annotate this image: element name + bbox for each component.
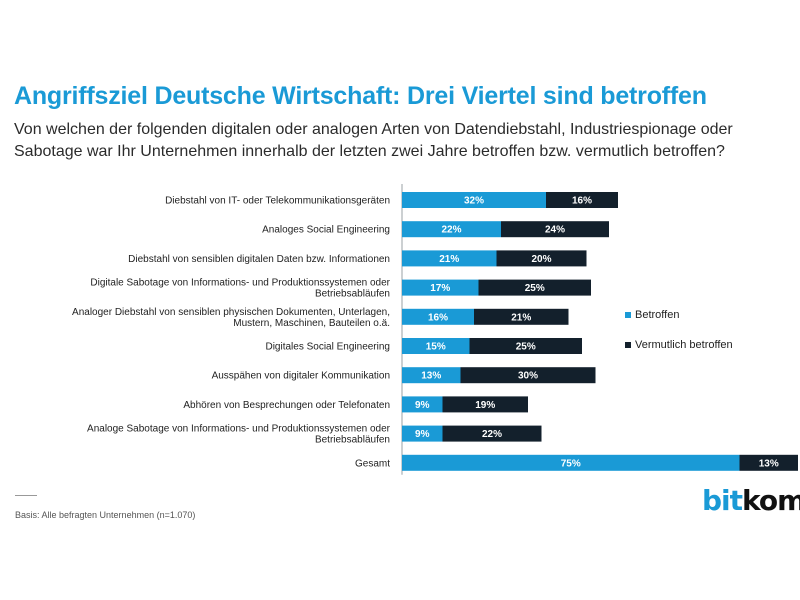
footer-divider (15, 495, 37, 496)
category-label: Diebstahl von IT- oder Telekommunikation… (165, 196, 390, 207)
legend: Betroffen Vermutlich betroffen (625, 307, 733, 367)
bar-vermutlich-betroffen (442, 396, 528, 413)
data-label: 16% (428, 312, 448, 323)
logo-part-kom: kom (742, 484, 800, 517)
data-label: 22% (441, 225, 461, 236)
legend-label-betroffen: Betroffen (635, 309, 680, 321)
data-label: 22% (482, 429, 502, 440)
data-label: 20% (531, 254, 551, 265)
data-label: 13% (421, 371, 441, 382)
logo-part-bit: bit (702, 484, 743, 517)
data-label: 24% (545, 225, 565, 236)
bar-vermutlich-betroffen (442, 425, 542, 442)
data-label: 9% (415, 400, 430, 411)
data-label: 30% (518, 371, 538, 382)
page-title: Angriffsziel Deutsche Wirtschaft: Drei V… (14, 82, 707, 110)
data-label: 75% (561, 458, 581, 469)
bar-betroffen (402, 454, 740, 471)
bar-betroffen (402, 338, 470, 354)
bar-vermutlich-betroffen (739, 454, 798, 471)
category-label: Betriebsabläufen (315, 435, 390, 446)
category-label: Abhören von Besprechungen oder Telefonat… (183, 400, 390, 411)
data-label: 16% (572, 196, 592, 207)
bar-betroffen (402, 367, 461, 384)
data-label: 25% (525, 283, 545, 294)
bar-betroffen (402, 308, 474, 325)
legend-swatch-betroffen (625, 312, 631, 318)
data-label: 9% (415, 429, 430, 440)
bar-betroffen (402, 250, 497, 267)
data-label: 15% (426, 342, 446, 353)
bar-vermutlich-betroffen (496, 250, 587, 267)
bar-vermutlich-betroffen (469, 338, 582, 354)
bar-vermutlich-betroffen (460, 367, 596, 384)
category-label: Digitale Sabotage von Informations- und … (90, 278, 390, 289)
bar-betroffen (402, 279, 479, 296)
legend-label-vermutlich-betroffen: Vermutlich betroffen (635, 339, 733, 351)
bar-vermutlich-betroffen (478, 279, 591, 296)
bar-vermutlich-betroffen (546, 192, 618, 208)
bar-betroffen (402, 221, 501, 238)
data-label: 32% (464, 196, 484, 207)
data-label: 19% (475, 400, 495, 411)
category-label: Ausspähen von digitaler Kommunikation (212, 371, 390, 382)
bar-betroffen (402, 425, 443, 442)
category-label: Analoges Social Engineering (262, 225, 390, 236)
legend-swatch-vermutlich-betroffen (625, 342, 631, 348)
legend-item-betroffen: Betroffen (625, 307, 733, 323)
bar-vermutlich-betroffen (501, 221, 609, 238)
data-label: 13% (759, 458, 779, 469)
category-label: Digitales Social Engineering (265, 342, 390, 353)
category-label: Diebstahl von sensiblen digitalen Daten … (128, 254, 390, 265)
legend-item-vermutlich-betroffen: Vermutlich betroffen (625, 337, 733, 353)
data-label: 25% (516, 342, 536, 353)
page-subtitle: Von welchen der folgenden digitalen oder… (14, 121, 733, 160)
category-label: Analoger Diebstahl von sensiblen physisc… (72, 307, 390, 318)
category-label: Betriebsabläufen (315, 289, 390, 300)
bar-betroffen (402, 192, 546, 208)
bar-betroffen (402, 396, 443, 413)
data-label: 17% (430, 283, 450, 294)
category-label: Mustern, Maschinen, Bauteilen o.ä. (233, 318, 390, 329)
source-note: Basis: Alle befragten Unternehmen (n=1.0… (15, 510, 196, 520)
category-label: Analoge Sabotage von Informations- und P… (87, 424, 391, 435)
data-label: 21% (511, 312, 531, 323)
stacked-bar-chart: Diebstahl von IT- oder Telekommunikation… (72, 184, 798, 475)
bar-vermutlich-betroffen (474, 308, 569, 325)
category-label: Gesamt (355, 458, 390, 469)
bitkom-logo[interactable]: bitkom (702, 484, 800, 517)
data-label: 21% (439, 254, 459, 265)
